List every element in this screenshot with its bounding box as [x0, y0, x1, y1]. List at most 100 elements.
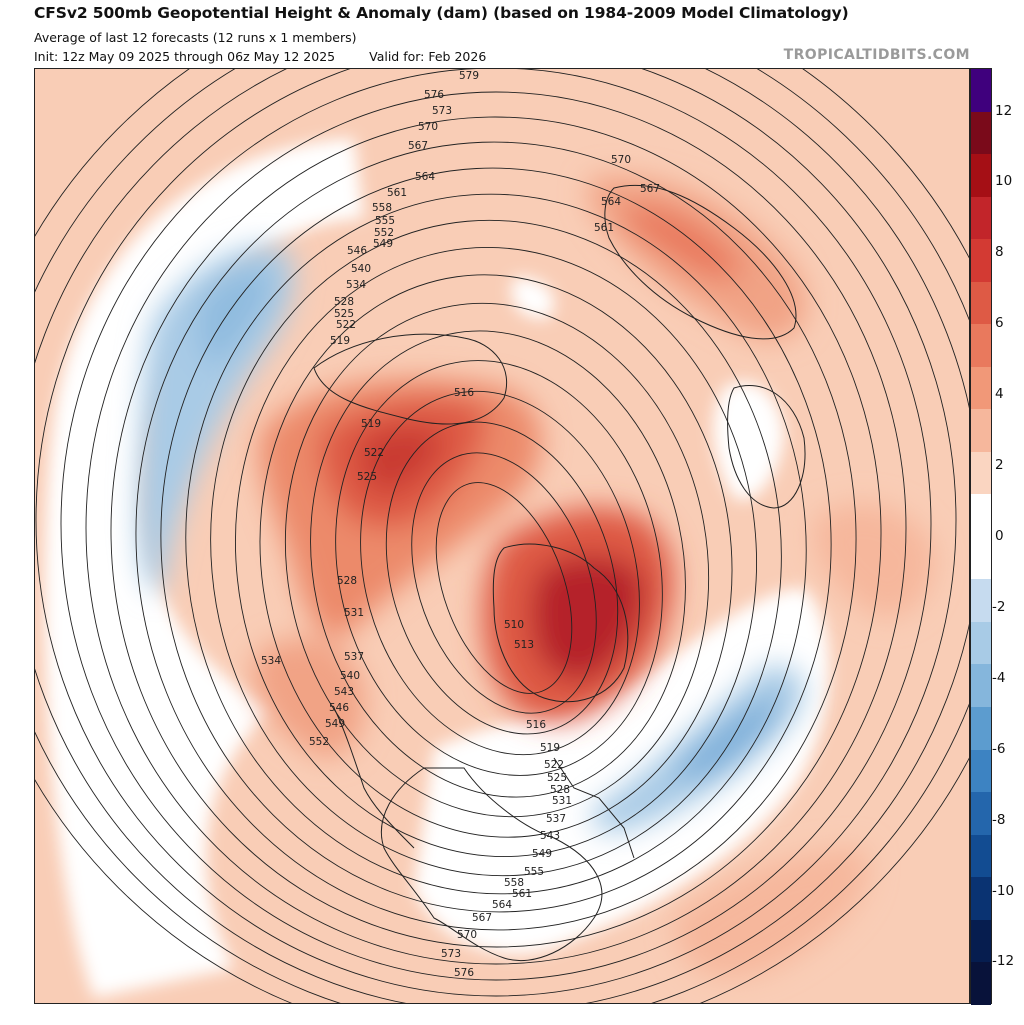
contour-label: 573: [432, 105, 452, 117]
contour-label: 528: [337, 575, 357, 587]
contour-label: 561: [512, 888, 532, 900]
colorbar-segment: [971, 962, 991, 1005]
contour-label: 531: [552, 795, 572, 807]
colorbar-segment: [971, 409, 991, 452]
contour-label: 564: [601, 196, 621, 208]
contour-label: 570: [418, 121, 438, 133]
contour-label: 519: [330, 335, 350, 347]
contour-label: 552: [374, 227, 394, 239]
contour-label: 531: [344, 607, 364, 619]
contour-label: 510: [504, 619, 524, 631]
contour-label: 561: [387, 187, 407, 199]
contour-label: 516: [454, 387, 474, 399]
colorbar-segment: [971, 664, 991, 707]
colorbar-tick-label: 12: [995, 102, 1013, 119]
neutral-anomaly-regions: [44, 138, 830, 998]
contour-label: 540: [351, 263, 371, 275]
contour-label: 513: [514, 639, 534, 651]
contour-label: 522: [364, 447, 384, 459]
brand-watermark: TROPICALTIDBITS.COM: [783, 47, 970, 63]
contour-label: 534: [261, 655, 281, 667]
valid-text: Valid for: Feb 2026: [369, 49, 487, 64]
contour-label: 525: [547, 772, 567, 784]
contour-label: 567: [640, 183, 660, 195]
contour-label: 543: [334, 686, 354, 698]
colorbar-segment: [971, 919, 991, 963]
colorbar-segment: [971, 111, 991, 155]
init-text: Init: 12z May 09 2025 through 06z May 12…: [34, 49, 336, 64]
colorbar-segment: [971, 579, 991, 622]
contour-label: 564: [415, 171, 435, 183]
polar-stereographic-map: 579 576 573 570 567 564 561 558 555 552 …: [34, 68, 970, 1004]
contour-label: 555: [375, 215, 395, 227]
colorbar-tick-label: -6: [992, 740, 1006, 757]
colorbar-segment: [971, 324, 991, 367]
colorbar-segment: [971, 239, 991, 282]
colorbar-segment: [971, 196, 991, 240]
contour-label: 525: [357, 471, 377, 483]
contour-label: 549: [373, 238, 393, 250]
colorbar-tick-label: -12: [992, 953, 1015, 970]
height-contours: [34, 68, 970, 1004]
colorbar-segment: [971, 536, 991, 580]
contour-label: 528: [334, 296, 354, 308]
colorbar-tick-label: 4: [995, 386, 1004, 403]
colorbar-tick-label: 10: [995, 173, 1013, 190]
contour-label: 576: [424, 89, 444, 101]
colorbar-tick-label: 8: [995, 244, 1004, 261]
contour-label: 567: [472, 912, 492, 924]
colorbar-segment: [971, 281, 991, 325]
contour-label: 546: [347, 245, 367, 257]
contour-label: 543: [540, 830, 560, 842]
colorbar-tick-label: -8: [992, 811, 1006, 828]
contour-label: 534: [346, 279, 366, 291]
contour-label: 558: [504, 877, 524, 889]
contour-label: 519: [540, 742, 560, 754]
negative-anomaly-regions: [137, 245, 804, 832]
contour-label: 570: [611, 154, 631, 166]
contour-label: 579: [459, 70, 479, 82]
contour-label: 537: [546, 813, 566, 825]
contour-label: 549: [532, 848, 552, 860]
contour-label: 525: [334, 308, 354, 320]
contour-label: 540: [340, 670, 360, 682]
colorbar-labels: 12 10 8 6 4 2 0 -2 -4 -6 -8 -10 -12: [992, 68, 1024, 1004]
contour-label: 555: [524, 866, 544, 878]
contour-label: 561: [594, 222, 614, 234]
colorbar-segment: [971, 494, 991, 537]
chart-subtitle: Average of last 12 forecasts (12 runs x …: [34, 30, 357, 45]
colorbar: [970, 68, 992, 1005]
colorbar-segment: [971, 706, 991, 750]
contour-label: 546: [329, 702, 349, 714]
colorbar-segment: [971, 792, 991, 835]
contour-labels: 579 576 573 570 567 564 561 558 555 552 …: [261, 70, 660, 979]
init-valid-line: Init: 12z May 09 2025 through 06z May 12…: [34, 49, 486, 64]
colorbar-segment: [971, 154, 991, 197]
colorbar-tick-label: -4: [992, 669, 1006, 686]
contour-label: 564: [492, 899, 512, 911]
colorbar-segment: [971, 621, 991, 665]
colorbar-tick-label: 0: [995, 528, 1004, 544]
colorbar-segment: [971, 69, 991, 112]
colorbar-segment: [971, 834, 991, 878]
contour-label: 516: [526, 719, 546, 731]
contour-label: 519: [361, 418, 381, 430]
positive-anomaly-regions: [251, 176, 935, 978]
colorbar-segment: [971, 366, 991, 410]
colorbar-tick-label: -2: [992, 598, 1006, 615]
colorbar-tick-label: 6: [995, 315, 1004, 332]
contour-label: 528: [550, 784, 570, 796]
colorbar-tick-label: 2: [995, 457, 1004, 474]
colorbar-segment: [971, 451, 991, 495]
contour-label: 576: [454, 967, 474, 979]
contour-label: 549: [325, 718, 345, 730]
chart-title: CFSv2 500mb Geopotential Height & Anomal…: [34, 4, 849, 22]
contour-label: 558: [372, 202, 392, 214]
contour-label: 537: [344, 651, 364, 663]
colorbar-segment: [971, 877, 991, 920]
contour-label: 522: [336, 319, 356, 331]
colorbar-tick-label: -10: [992, 882, 1015, 899]
colorbar-segment: [971, 749, 991, 793]
contour-label: 573: [441, 948, 461, 960]
contour-label: 522: [544, 759, 564, 771]
